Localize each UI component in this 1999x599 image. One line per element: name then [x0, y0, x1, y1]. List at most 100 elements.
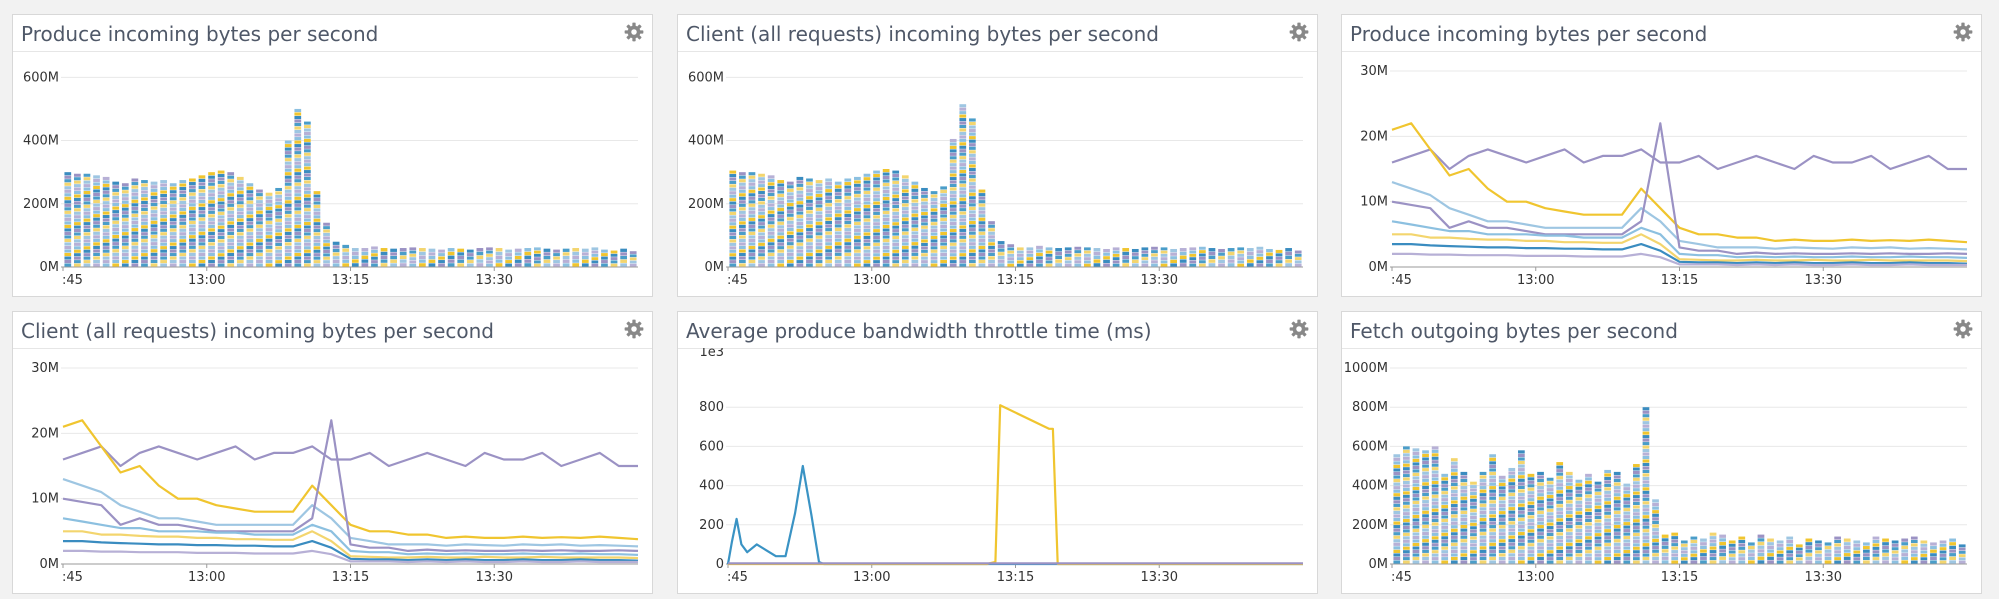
stacked-bar[interactable]	[1103, 248, 1110, 267]
gear-icon[interactable]	[1952, 318, 1974, 340]
stacked-bar[interactable]	[1151, 246, 1158, 267]
gear-icon[interactable]	[623, 21, 645, 43]
stacked-bar[interactable]	[825, 178, 832, 267]
stacked-bar[interactable]	[1690, 536, 1698, 564]
stacked-bar[interactable]	[1189, 247, 1197, 267]
stacked-bar[interactable]	[390, 248, 397, 267]
stacked-bar[interactable]	[1901, 538, 1909, 564]
stacked-bar[interactable]	[1863, 542, 1870, 564]
stacked-bar[interactable]	[930, 191, 938, 267]
stacked-bar[interactable]	[169, 183, 177, 267]
gear-icon[interactable]	[1288, 318, 1310, 340]
stacked-bar[interactable]	[1680, 540, 1688, 564]
stacked-bar[interactable]	[1843, 538, 1851, 564]
stacked-bar[interactable]	[1546, 477, 1554, 564]
stacked-bar[interactable]	[997, 241, 1005, 267]
stacked-bar[interactable]	[1815, 540, 1822, 564]
stacked-bar[interactable]	[486, 247, 493, 267]
stacked-bar[interactable]	[361, 248, 369, 267]
stacked-bar[interactable]	[102, 176, 110, 267]
stacked-bar[interactable]	[1824, 542, 1832, 564]
stacked-bar[interactable]	[198, 175, 206, 267]
stacked-bar[interactable]	[313, 191, 321, 267]
stacked-bar[interactable]	[179, 180, 187, 267]
stacked-bar[interactable]	[1431, 446, 1439, 564]
series-line[interactable]	[62, 419, 639, 541]
stacked-bar[interactable]	[1256, 246, 1264, 267]
stacked-bar[interactable]	[610, 250, 618, 267]
series-line[interactable]	[63, 530, 639, 560]
stacked-bar[interactable]	[892, 170, 900, 267]
stacked-bar[interactable]	[806, 178, 813, 267]
stacked-bar[interactable]	[562, 248, 570, 267]
stacked-bar[interactable]	[160, 180, 167, 267]
stacked-bar[interactable]	[1910, 536, 1918, 564]
stacked-bar[interactable]	[1412, 448, 1420, 564]
stacked-bar[interactable]	[1939, 540, 1947, 564]
stacked-bar[interactable]	[1131, 248, 1139, 267]
stacked-bar[interactable]	[332, 241, 340, 267]
stacked-bar[interactable]	[351, 248, 359, 267]
stacked-bar[interactable]	[514, 248, 522, 267]
series-line[interactable]	[63, 540, 639, 562]
stacked-bar[interactable]	[1872, 536, 1880, 564]
stacked-bar[interactable]	[949, 138, 957, 267]
stacked-bar[interactable]	[786, 181, 794, 267]
stacked-bar[interactable]	[524, 248, 532, 267]
stacked-bar[interactable]	[1633, 464, 1640, 564]
stacked-bar[interactable]	[1237, 247, 1245, 267]
stacked-bar[interactable]	[1179, 248, 1187, 267]
stacked-bar[interactable]	[399, 248, 407, 267]
series-line[interactable]	[1391, 122, 1968, 244]
stacked-bar[interactable]	[1623, 483, 1631, 564]
stacked-bar[interactable]	[1045, 247, 1053, 267]
series-line[interactable]	[1392, 233, 1968, 263]
stacked-bar[interactable]	[854, 176, 861, 267]
stacked-bar[interactable]	[447, 248, 455, 267]
stacked-bar[interactable]	[882, 169, 890, 267]
stacked-bar[interactable]	[543, 248, 551, 267]
series-line[interactable]	[62, 517, 639, 556]
stacked-bar[interactable]	[121, 183, 129, 267]
stacked-bar[interactable]	[466, 249, 474, 267]
stacked-bar[interactable]	[74, 173, 81, 267]
stacked-bar[interactable]	[1642, 407, 1650, 564]
stacked-bar[interactable]	[1007, 244, 1015, 267]
stacked-bar[interactable]	[940, 186, 947, 267]
stacked-bar[interactable]	[189, 178, 196, 267]
stacked-bar[interactable]	[342, 244, 350, 267]
stacked-bar[interactable]	[959, 104, 967, 267]
stacked-bar[interactable]	[1795, 544, 1803, 564]
stacked-bar[interactable]	[131, 178, 139, 267]
series-line[interactable]	[726, 464, 1303, 566]
stacked-bar[interactable]	[304, 121, 311, 267]
stacked-bar[interactable]	[815, 180, 823, 267]
series-line[interactable]	[63, 549, 638, 564]
gear-icon[interactable]	[623, 318, 645, 340]
stacked-bar[interactable]	[246, 183, 254, 267]
stacked-bar[interactable]	[767, 175, 775, 267]
series-line[interactable]	[1391, 220, 1968, 259]
stacked-bar[interactable]	[1575, 479, 1583, 564]
stacked-bar[interactable]	[294, 108, 302, 267]
stacked-bar[interactable]	[141, 180, 148, 267]
stacked-bar[interactable]	[1527, 473, 1535, 564]
stacked-bar[interactable]	[409, 247, 417, 267]
stacked-bar[interactable]	[371, 246, 378, 267]
stacked-bar[interactable]	[1671, 532, 1679, 564]
stacked-bar[interactable]	[969, 118, 976, 267]
stacked-bar[interactable]	[1093, 248, 1101, 267]
stacked-bar[interactable]	[1709, 532, 1717, 564]
stacked-bar[interactable]	[601, 249, 608, 267]
series-line[interactable]	[1391, 122, 1968, 255]
stacked-bar[interactable]	[1604, 469, 1611, 564]
stacked-bar[interactable]	[1064, 247, 1072, 267]
stacked-bar[interactable]	[1738, 536, 1746, 564]
stacked-bar[interactable]	[1266, 248, 1273, 267]
stacked-bar[interactable]	[1026, 247, 1034, 267]
stacked-bar[interactable]	[236, 176, 244, 267]
stacked-bar[interactable]	[729, 170, 737, 267]
series-line[interactable]	[1392, 243, 1968, 265]
stacked-bar[interactable]	[553, 249, 560, 267]
stacked-bar[interactable]	[1518, 450, 1525, 564]
